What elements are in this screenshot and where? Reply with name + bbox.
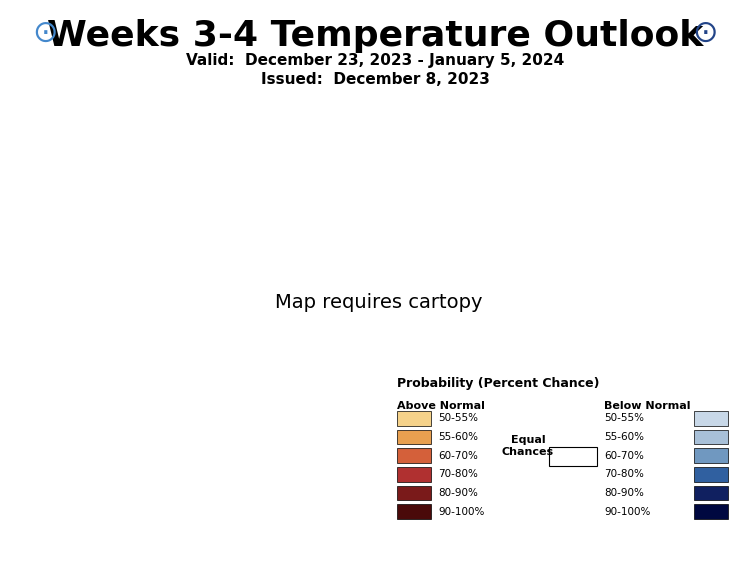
FancyBboxPatch shape xyxy=(549,447,597,466)
Text: 55-60%: 55-60% xyxy=(604,432,644,442)
FancyBboxPatch shape xyxy=(694,504,728,519)
FancyBboxPatch shape xyxy=(397,429,431,444)
FancyBboxPatch shape xyxy=(397,467,431,482)
Text: Weeks 3-4 Temperature Outlook: Weeks 3-4 Temperature Outlook xyxy=(46,19,703,53)
FancyBboxPatch shape xyxy=(694,411,728,425)
Text: ⊙: ⊙ xyxy=(32,19,58,48)
FancyBboxPatch shape xyxy=(694,429,728,444)
Text: 50-55%: 50-55% xyxy=(604,413,644,423)
Text: Issued:  December 8, 2023: Issued: December 8, 2023 xyxy=(260,72,490,87)
Text: 60-70%: 60-70% xyxy=(438,451,479,461)
Text: ⊙: ⊙ xyxy=(692,19,718,48)
Text: 70-80%: 70-80% xyxy=(604,469,644,479)
Text: Map requires cartopy: Map requires cartopy xyxy=(275,293,482,311)
Text: 90-100%: 90-100% xyxy=(438,507,485,517)
FancyBboxPatch shape xyxy=(397,486,431,500)
Text: 70-80%: 70-80% xyxy=(438,469,479,479)
Text: 60-70%: 60-70% xyxy=(604,451,644,461)
FancyBboxPatch shape xyxy=(694,486,728,500)
Text: Valid:  December 23, 2023 - January 5, 2024: Valid: December 23, 2023 - January 5, 20… xyxy=(186,53,564,68)
FancyBboxPatch shape xyxy=(397,504,431,519)
Text: 90-100%: 90-100% xyxy=(604,507,650,517)
Text: 55-60%: 55-60% xyxy=(438,432,479,442)
Text: 80-90%: 80-90% xyxy=(438,488,479,498)
FancyBboxPatch shape xyxy=(694,467,728,482)
Text: 80-90%: 80-90% xyxy=(604,488,644,498)
FancyBboxPatch shape xyxy=(397,449,431,463)
Text: Below Normal: Below Normal xyxy=(604,401,691,411)
Text: Above Normal: Above Normal xyxy=(397,401,484,411)
Text: Equal
Chances: Equal Chances xyxy=(502,435,554,457)
FancyBboxPatch shape xyxy=(694,449,728,463)
Text: 50-55%: 50-55% xyxy=(438,413,479,423)
FancyBboxPatch shape xyxy=(397,411,431,425)
Text: Probability (Percent Chance): Probability (Percent Chance) xyxy=(397,376,599,390)
